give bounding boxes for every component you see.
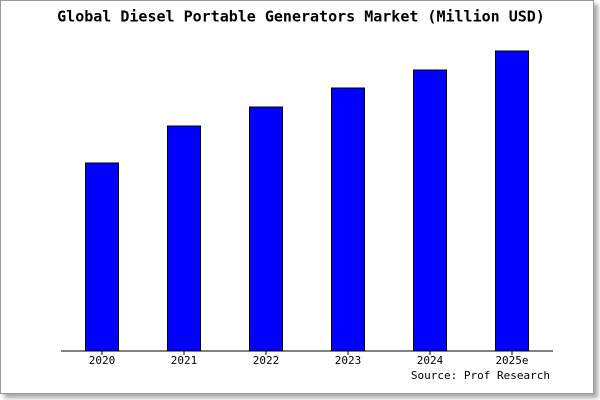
- x-tick-label: 2025e: [495, 354, 528, 367]
- chart: Global Diesel Portable Generators Market…: [57, 8, 553, 382]
- x-tick-label: 2024: [417, 354, 444, 367]
- x-tick-label: 2020: [89, 354, 116, 367]
- bar: [85, 162, 119, 352]
- chart-title: Global Diesel Portable Generators Market…: [57, 8, 545, 26]
- x-tick-label: 2021: [171, 354, 198, 367]
- bar: [331, 87, 365, 352]
- bar: [249, 106, 283, 352]
- x-tick-label: 2022: [253, 354, 280, 367]
- source-note: Source: Prof Research: [411, 369, 550, 382]
- frame: Global Diesel Portable Generators Market…: [0, 0, 594, 394]
- bar: [167, 125, 201, 352]
- bar: [495, 50, 529, 352]
- plot-area: [61, 49, 553, 351]
- x-tick-label: 2023: [335, 354, 362, 367]
- bar: [413, 69, 447, 352]
